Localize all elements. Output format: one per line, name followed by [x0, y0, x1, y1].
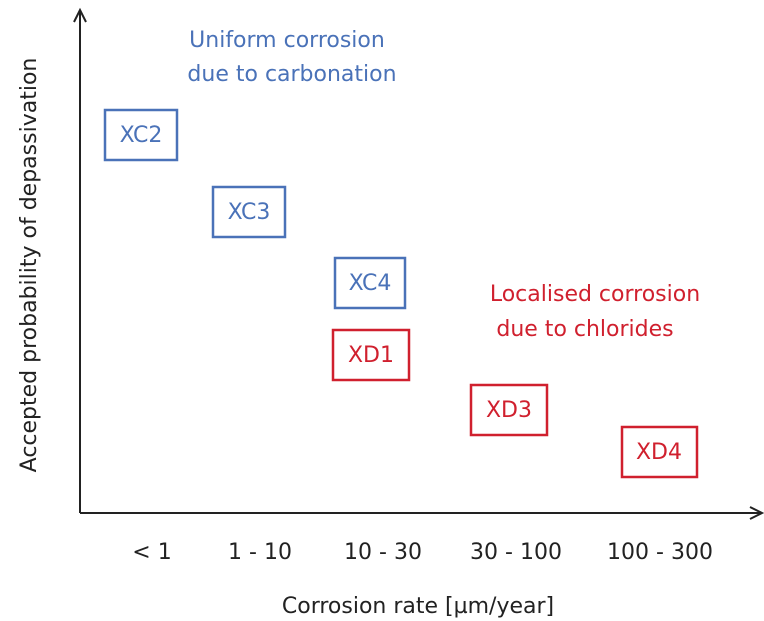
class-label: XC3: [228, 200, 271, 225]
class-label: XC4: [349, 271, 392, 296]
class-label: XD3: [486, 398, 532, 423]
x-category: 100 - 300: [607, 540, 713, 565]
class-box: [333, 256, 407, 310]
class-label: XC2: [120, 123, 163, 148]
group-label: Localised corrosion: [490, 282, 700, 307]
group-label: due to carbonation: [187, 62, 396, 87]
x-axis-label: Corrosion rate [µm/year]: [282, 594, 554, 619]
class-box: [469, 383, 549, 437]
class-label: XD4: [636, 440, 682, 465]
x-category: 1 - 10: [228, 540, 292, 565]
x-category: 30 - 100: [470, 540, 562, 565]
x-axis: [80, 506, 764, 520]
group-label: due to chlorides: [496, 317, 673, 342]
class-label: XD1: [348, 343, 394, 368]
class-box: [103, 108, 179, 162]
x-category: < 1: [132, 540, 171, 565]
group-label: Uniform corrosion: [189, 28, 385, 53]
class-box: [211, 185, 287, 239]
y-axis-label: Accepted probability of depassivation: [17, 58, 42, 473]
y-axis: [73, 7, 87, 513]
x-category: 10 - 30: [344, 540, 422, 565]
class-box: [331, 328, 411, 382]
class-box: [620, 425, 699, 479]
